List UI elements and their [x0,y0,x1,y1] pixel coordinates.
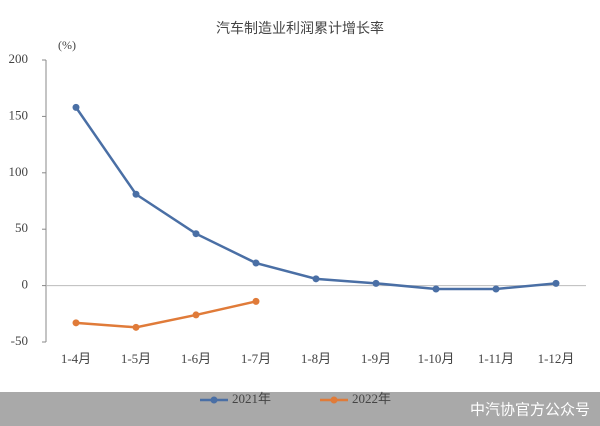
x-tick-label: 1-12月 [538,351,575,366]
data-point [132,323,140,331]
watermark: 中汽协官方公众号 [470,401,590,419]
x-tick-label: 1-8月 [301,351,331,366]
y-tick-label: -50 [11,333,28,348]
data-point [552,279,560,287]
data-point [432,285,440,293]
data-point [252,297,260,305]
y-unit-label: (%) [58,38,76,52]
x-tick-label: 1-7月 [241,351,271,366]
data-point [372,279,380,287]
x-tick-label: 1-11月 [478,351,514,366]
x-tick-label: 1-6月 [181,351,211,366]
y-tick-label: 200 [9,51,29,66]
series-line [75,300,257,329]
legend-marker [210,396,218,404]
series-line [74,106,557,291]
legend-label: 2021年 [232,391,271,406]
footer-bar [0,392,600,426]
legend-marker [330,396,338,404]
legend-label: 2022年 [352,391,391,406]
x-tick-label: 1-5月 [121,351,151,366]
y-tick-label: 50 [15,220,28,235]
x-tick-label: 1-4月 [61,351,91,366]
x-tick-label: 1-10月 [418,351,455,366]
data-point [492,285,500,293]
x-tick-label: 1-9月 [361,351,391,366]
data-point [72,319,80,327]
y-tick-label: 100 [9,164,29,179]
data-point [192,230,200,238]
data-point [132,190,140,198]
data-point [252,259,260,267]
y-tick-label: 150 [9,107,29,122]
data-point [192,311,200,319]
y-tick-label: 0 [22,277,29,292]
chart-title: 汽车制造业利润累计增长率 [216,20,384,37]
data-point [312,275,320,283]
data-point [72,103,80,111]
